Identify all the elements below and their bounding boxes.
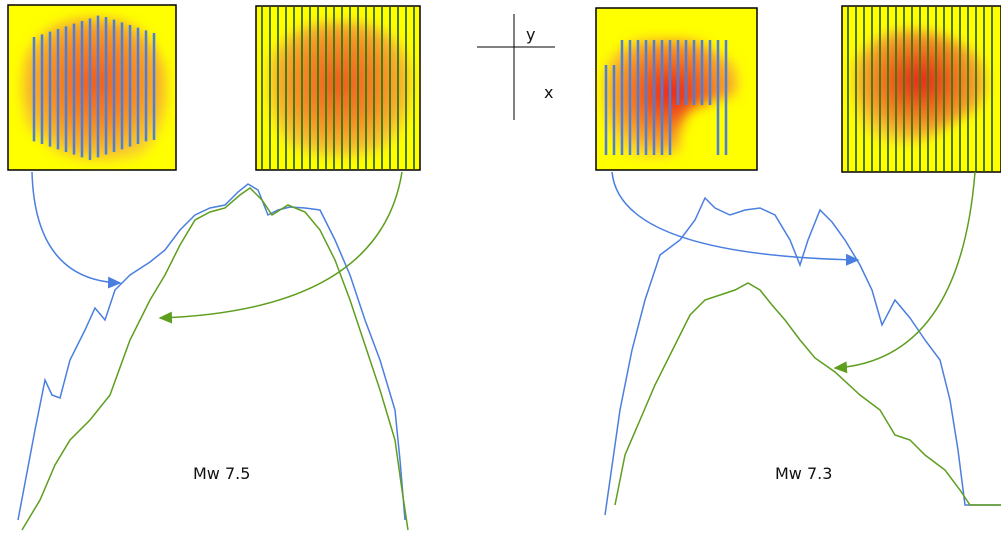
arrow-blue-right [611,171,860,266]
slip-map-2 [255,5,421,171]
axes-cross: y x [477,14,555,120]
magnitude-label: Mw 7.3 [775,464,832,483]
profile-green-right [614,282,1001,506]
slip-map-1 [7,4,177,171]
slip-map-3 [595,7,758,171]
profile-blue-right [604,196,1001,516]
arrow-green-left [158,171,403,324]
profile-green-left [21,187,409,531]
arrow-blue-left [31,171,122,289]
profile-blue-left [17,183,406,521]
axis-label-x: x [544,83,553,102]
arrow-green-right [833,171,976,374]
magnitude-label: Mw 7.5 [193,464,250,483]
slip-map-4 [841,5,1001,173]
axis-label-y: y [526,25,535,44]
